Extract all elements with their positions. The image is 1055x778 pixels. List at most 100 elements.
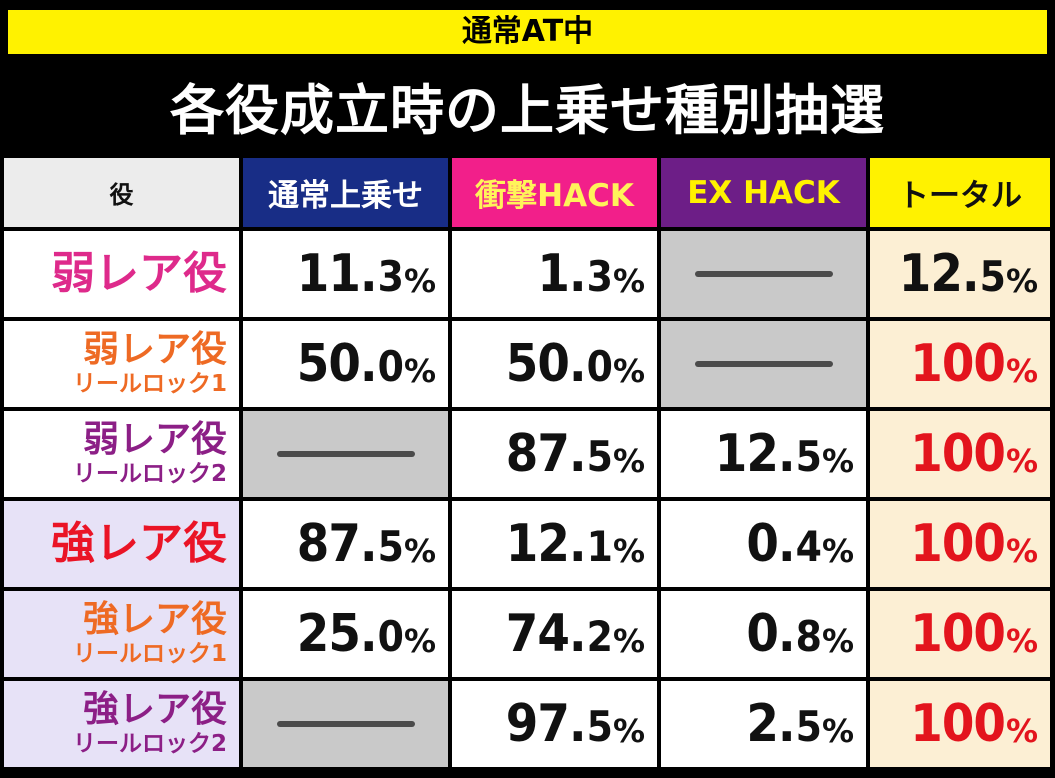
role-main-2: 弱レア役 xyxy=(82,328,227,370)
header-normal-label: 通常上乗せ xyxy=(268,178,423,214)
value-5-shock: 74. 2% xyxy=(506,608,645,660)
value-3-total-pct: % xyxy=(1005,442,1038,480)
value-6-shock-pct: % xyxy=(612,712,645,750)
value-6-shock-main: 97. xyxy=(505,694,587,754)
value-5-ex-decimal: 8 xyxy=(795,612,822,661)
value-5-ex: 0. 8% xyxy=(746,608,854,660)
header-normal: 通常上乗せ xyxy=(243,158,448,227)
table-row-1-total: 12. 5% xyxy=(870,231,1050,317)
value-6-ex-pct: % xyxy=(821,712,854,750)
value-2-shock: 50. 0% xyxy=(506,338,645,390)
value-1-shock: 1. 3% xyxy=(537,248,645,300)
value-6-total-pct: % xyxy=(1005,712,1038,750)
table-row-6-total: 100% xyxy=(870,681,1050,767)
role-main-1: 弱レア役 xyxy=(51,247,227,299)
value-1-total: 12. 5% xyxy=(899,248,1038,300)
value-5-ex-pct: % xyxy=(821,622,854,660)
value-2-shock-pct: % xyxy=(612,352,645,390)
value-1-normal-pct: % xyxy=(403,262,436,300)
value-5-shock-pct: % xyxy=(612,622,645,660)
value-5-normal: 25. 0% xyxy=(297,608,436,660)
table-row-1-ex xyxy=(661,231,866,317)
value-5-total: 100% xyxy=(910,608,1038,660)
role-text-4: 強レア役 xyxy=(4,517,227,569)
table-row-4-normal: 87. 5% xyxy=(243,501,448,587)
value-1-shock-pct: % xyxy=(612,262,645,300)
value-3-ex: 12. 5% xyxy=(715,428,854,480)
value-3-shock-main: 87. xyxy=(505,424,587,484)
value-3-total-main: 100 xyxy=(910,424,1006,484)
value-1-total-decimal: 5 xyxy=(979,252,1006,301)
role-sub-5: リールロック1 xyxy=(72,640,227,667)
mode-banner: 通常AT中 xyxy=(8,10,1047,54)
table-row-5-role: 強レア役 リールロック1 xyxy=(4,591,239,677)
value-6-shock-decimal: 5 xyxy=(586,702,613,751)
value-1-shock-decimal: 3 xyxy=(586,252,613,301)
page-title-text: 各役成立時の上乗せ種別抽選 xyxy=(170,79,885,142)
value-5-normal-decimal: 0 xyxy=(377,612,404,661)
table-row-5-shock: 74. 2% xyxy=(452,591,657,677)
role-sub-2: リールロック1 xyxy=(72,370,227,397)
value-4-normal: 87. 5% xyxy=(297,518,436,570)
role-main-4: 強レア役 xyxy=(51,517,227,569)
value-5-total-pct: % xyxy=(1005,622,1038,660)
value-4-shock-decimal: 1 xyxy=(586,522,613,571)
role-text-2: 弱レア役 リールロック1 xyxy=(4,328,227,397)
header-ex: EX HACK xyxy=(661,158,866,227)
value-5-ex-main: 0. xyxy=(746,604,795,664)
table-row-6-role: 強レア役 リールロック2 xyxy=(4,681,239,767)
value-2-total-pct: % xyxy=(1005,352,1038,390)
table-row-3-shock: 87. 5% xyxy=(452,411,657,497)
value-1-total-pct: % xyxy=(1005,262,1038,300)
table-row-2-ex xyxy=(661,321,866,407)
value-3-ex-pct: % xyxy=(821,442,854,480)
header-total-label: トータル xyxy=(898,178,1022,214)
empty-dash-1-ex xyxy=(694,271,833,277)
table-row-1-role: 弱レア役 xyxy=(4,231,239,317)
page-title: 各役成立時の上乗せ種別抽選 xyxy=(0,70,1055,152)
role-main-3: 弱レア役 xyxy=(82,418,227,460)
value-3-shock: 87. 5% xyxy=(506,428,645,480)
value-4-ex-pct: % xyxy=(821,532,854,570)
value-6-shock: 97. 5% xyxy=(506,698,645,750)
header-role-label: 役 xyxy=(109,181,134,209)
table-row-4-ex: 0. 4% xyxy=(661,501,866,587)
value-2-shock-main: 50. xyxy=(505,334,587,394)
header-role: 役 xyxy=(4,158,239,227)
value-4-total: 100% xyxy=(910,518,1038,570)
value-2-normal: 50. 0% xyxy=(297,338,436,390)
value-4-ex-main: 0. xyxy=(746,514,795,574)
table-row-5-total: 100% xyxy=(870,591,1050,677)
value-2-normal-decimal: 0 xyxy=(377,342,404,391)
value-2-total: 100% xyxy=(910,338,1038,390)
value-4-normal-decimal: 5 xyxy=(377,522,404,571)
empty-dash-2-ex xyxy=(694,361,833,367)
value-1-shock-main: 1. xyxy=(537,244,586,304)
table-row-6-ex: 2. 5% xyxy=(661,681,866,767)
value-3-ex-decimal: 5 xyxy=(795,432,822,481)
value-1-total-main: 12. xyxy=(898,244,980,304)
table-row-4-total: 100% xyxy=(870,501,1050,587)
value-5-shock-decimal: 2 xyxy=(586,612,613,661)
table-row-2-normal: 50. 0% xyxy=(243,321,448,407)
role-main-5: 強レア役 xyxy=(82,598,227,640)
table-row-2-total: 100% xyxy=(870,321,1050,407)
value-3-ex-main: 12. xyxy=(714,424,796,484)
table-row-3-ex: 12. 5% xyxy=(661,411,866,497)
role-text-3: 弱レア役 リールロック2 xyxy=(4,418,227,486)
value-4-ex-decimal: 4 xyxy=(795,522,822,571)
table-row-3-role: 弱レア役 リールロック2 xyxy=(4,411,239,497)
table-row-5-ex: 0. 8% xyxy=(661,591,866,677)
value-5-normal-pct: % xyxy=(403,622,436,660)
value-5-normal-main: 25. xyxy=(296,604,378,664)
header-total: トータル xyxy=(870,158,1050,227)
value-2-normal-pct: % xyxy=(403,352,436,390)
value-4-normal-pct: % xyxy=(403,532,436,570)
mode-banner-text: 通常AT中 xyxy=(461,14,594,49)
role-table: 役 通常上乗せ 衝撃HACK EX HACK トータル 弱レア役 11. 3% 1… xyxy=(4,158,1050,778)
value-3-shock-decimal: 5 xyxy=(586,432,613,481)
value-1-normal-main: 11. xyxy=(296,244,378,304)
value-2-shock-decimal: 0 xyxy=(586,342,613,391)
value-6-total: 100% xyxy=(910,698,1038,750)
value-4-shock: 12. 1% xyxy=(506,518,645,570)
